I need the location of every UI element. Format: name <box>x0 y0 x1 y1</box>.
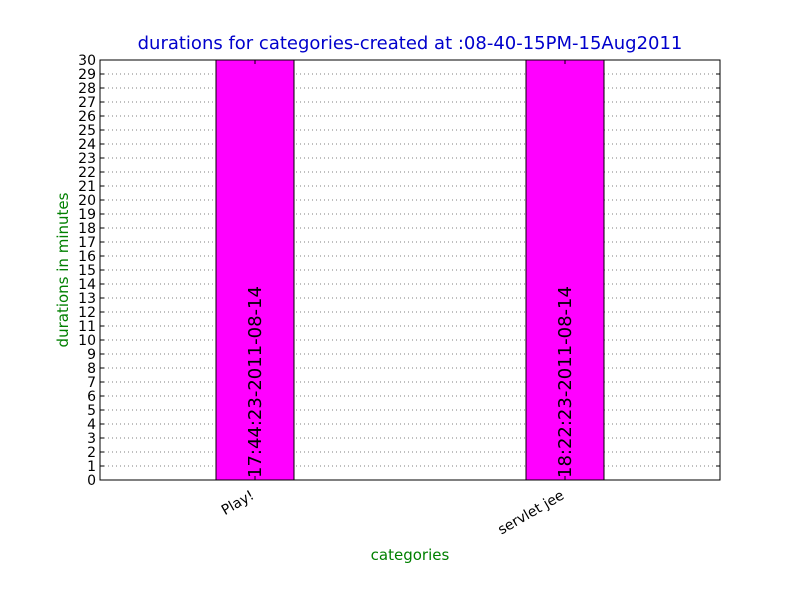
y-tick-label: 19 <box>78 207 96 223</box>
y-tick-label: 4 <box>87 417 96 433</box>
y-tick-label: 5 <box>87 403 96 419</box>
y-tick-label: 11 <box>78 319 96 335</box>
chart-title: durations for categories-created at :08-… <box>138 33 683 54</box>
y-tick-label: 12 <box>78 305 96 321</box>
y-tick-label: 3 <box>87 431 96 447</box>
y-tick-label: 6 <box>87 389 96 405</box>
y-tick-label: 13 <box>78 291 96 307</box>
y-tick-label: 22 <box>78 165 96 181</box>
y-tick-label: 2 <box>87 445 96 461</box>
y-tick-label: 9 <box>87 347 96 363</box>
y-axis-label: durations in minutes <box>54 192 72 347</box>
y-tick-label: 1 <box>87 459 96 475</box>
y-tick-label: 16 <box>78 249 96 265</box>
y-axis-ticks: 0123456789101112131415161718192021222324… <box>78 53 720 489</box>
y-tick-label: 10 <box>78 333 96 349</box>
bar <box>525 59 605 481</box>
y-tick-label: 20 <box>78 193 96 209</box>
y-tick-label: 30 <box>78 53 96 69</box>
y-tick-label: 18 <box>78 221 96 237</box>
bar <box>215 59 295 481</box>
bars: 17:44:23-2011-08-14 18:22:23-2011-08-14 <box>215 59 605 481</box>
y-tick-label: 7 <box>87 375 96 391</box>
bar-label: 17:44:23-2011-08-14 <box>245 286 266 478</box>
y-tick-label: 27 <box>78 95 96 111</box>
bar-label: 18:22:23-2011-08-14 <box>555 286 576 478</box>
y-tick-label: 29 <box>78 67 96 83</box>
y-tick-label: 15 <box>78 263 96 279</box>
y-tick-label: 14 <box>78 277 96 293</box>
y-tick-label: 23 <box>78 151 96 167</box>
y-tick-label: 8 <box>87 361 96 377</box>
y-tick-label: 21 <box>78 179 96 195</box>
y-tick-label: 25 <box>78 123 96 139</box>
x-tick-label: Play! <box>219 488 257 519</box>
y-tick-label: 28 <box>78 81 96 97</box>
grid-lines <box>100 59 720 481</box>
y-tick-label: 0 <box>87 473 96 489</box>
y-tick-label: 17 <box>78 235 96 251</box>
y-tick-label: 24 <box>78 137 96 153</box>
x-axis-label: categories <box>371 546 450 564</box>
x-tick-label: servlet jee <box>495 488 567 539</box>
y-tick-label: 26 <box>78 109 96 125</box>
